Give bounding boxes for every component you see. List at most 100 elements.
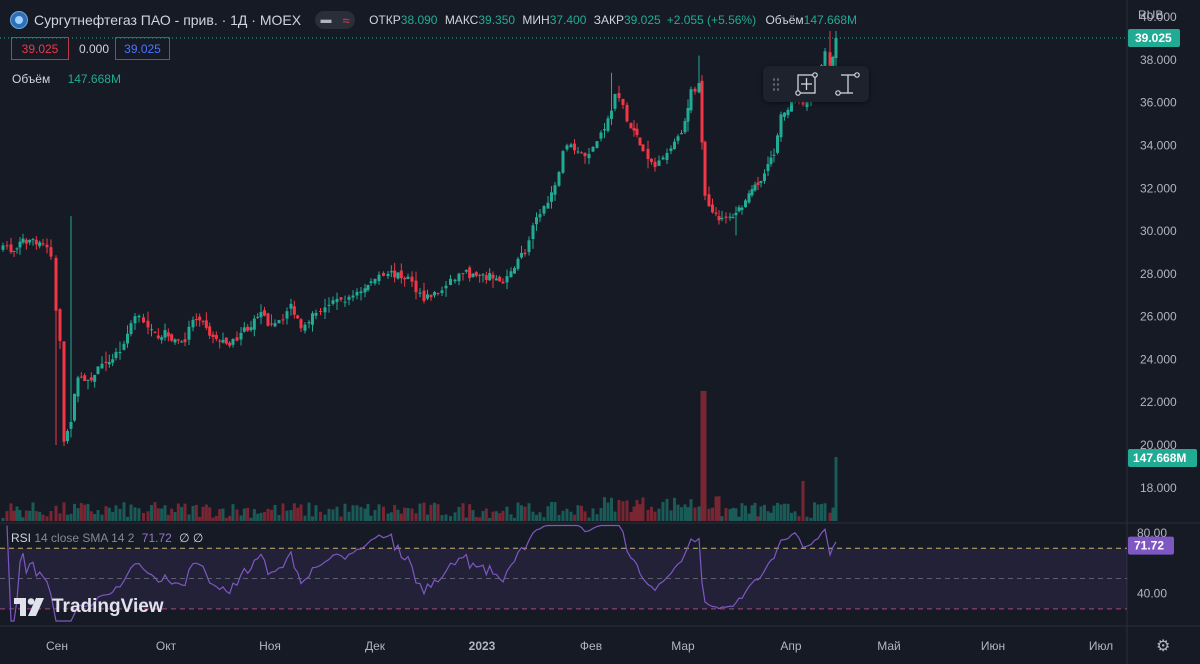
time-tick-label: Апр [780, 639, 802, 653]
volume-bar [21, 517, 25, 521]
candle-body [734, 212, 738, 216]
low-label: МИН [522, 13, 550, 27]
candle-body [740, 207, 744, 210]
measure-price-range-icon[interactable] [793, 71, 821, 97]
candle [187, 320, 191, 345]
candle-body [54, 257, 58, 311]
currency-selector[interactable]: RUB [1138, 8, 1164, 22]
candle-body [422, 290, 426, 301]
candle-body [573, 143, 576, 151]
volume-bar [621, 501, 625, 521]
candle-body [369, 281, 373, 284]
volume-bar [285, 510, 289, 521]
hide-icon[interactable]: ▬ [320, 14, 332, 26]
candle-body [516, 258, 520, 269]
volume-bar [266, 508, 270, 521]
candle-body [166, 332, 170, 337]
candle [481, 273, 485, 283]
candle [599, 130, 603, 142]
candle-body [296, 315, 300, 319]
tradingview-logo[interactable]: TradingView [14, 596, 164, 618]
volume-bar [444, 514, 448, 521]
candle [653, 157, 657, 172]
volume-bar [776, 502, 779, 521]
candle [717, 210, 721, 225]
candle-body [414, 280, 418, 293]
rsi-pane [0, 524, 1127, 622]
candle [737, 204, 741, 213]
volume-bar [176, 503, 180, 521]
candle [753, 181, 757, 192]
candle-body [24, 239, 28, 244]
volume-legend[interactable]: Объём 147.668M [12, 72, 121, 86]
volume-bar [89, 511, 93, 521]
candle [535, 212, 538, 231]
volume-bar [632, 506, 636, 521]
price-range-icon[interactable] [835, 71, 863, 97]
time-tick-label: Ноя [259, 639, 281, 653]
candle-body [249, 327, 253, 331]
candle-body [731, 217, 735, 219]
drag-handle-icon[interactable] [772, 77, 780, 91]
candle-body [153, 331, 157, 333]
volume-bar [249, 517, 253, 521]
volume-bar [569, 511, 573, 521]
volume-bar [170, 508, 174, 521]
wave-icon[interactable]: ≈ [342, 12, 350, 28]
candle [491, 271, 495, 288]
candle [93, 374, 97, 388]
volume-bar [433, 502, 436, 521]
candle-body [505, 276, 509, 283]
candle-body [591, 147, 595, 152]
candle [263, 306, 266, 317]
candle [403, 276, 407, 287]
candle-body [520, 252, 523, 258]
volume-bar [613, 511, 617, 521]
volume-bar [403, 507, 407, 521]
candle [83, 373, 87, 382]
gear-icon[interactable]: ⚙ [1156, 638, 1171, 655]
symbol-title[interactable]: Сургутнефтегаз ПАО - прив. · 1Д · MOEX [34, 12, 302, 28]
volume-bar [565, 508, 569, 521]
volume-bar [31, 502, 35, 521]
candle-body [198, 316, 202, 321]
volume-bar [198, 516, 202, 521]
candle [173, 338, 177, 345]
candle [34, 236, 38, 250]
volume-bar [201, 506, 205, 521]
volume-bar [34, 511, 38, 521]
rsi-last-tag [1128, 536, 1174, 555]
candle [464, 269, 468, 274]
series-toggle[interactable]: ▬ ≈ [315, 11, 356, 29]
candle-body [457, 273, 461, 282]
volume-bar [599, 507, 603, 521]
volume-bar [816, 504, 820, 521]
buy-price-box[interactable]: 39.025 [115, 37, 170, 60]
volume-bar [339, 516, 343, 521]
candle [259, 304, 263, 325]
candle [62, 341, 66, 447]
candle [689, 86, 693, 114]
volume-bar [793, 511, 797, 521]
volume-bar [646, 509, 650, 521]
rsi-legend[interactable]: RSI 14 close SMA 14 2 71.72 ∅ ∅ [11, 531, 203, 545]
volume-bar [347, 511, 351, 521]
candle [509, 267, 513, 278]
candle-body [635, 128, 639, 136]
volume-bar [669, 510, 673, 521]
candle-body [214, 335, 218, 339]
candle-body [285, 311, 289, 319]
candle-body [429, 294, 433, 298]
volume-histogram [1, 391, 838, 521]
candle [163, 323, 167, 341]
volume-bar [724, 508, 728, 521]
volume-bar [235, 509, 239, 521]
candle-body [31, 239, 35, 241]
candle-body [89, 377, 93, 381]
price-tick-label: 26.000 [1140, 310, 1177, 324]
symbol-logo-icon[interactable] [10, 11, 28, 29]
sell-price-box[interactable]: 39.025 [11, 37, 69, 60]
volume-bar [296, 507, 300, 521]
candle-body [711, 204, 714, 213]
